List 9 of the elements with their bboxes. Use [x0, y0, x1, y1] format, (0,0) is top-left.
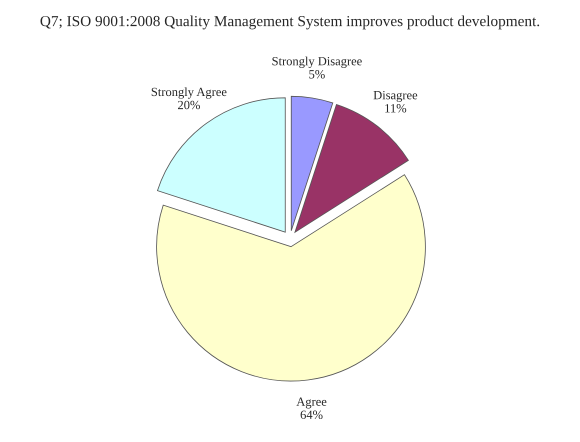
data-label: 5%	[309, 70, 325, 79]
data-label: 64%	[300, 410, 323, 420]
slice-label: Strongly Agree	[152, 87, 226, 99]
data-label: 20%	[178, 100, 200, 110]
data-label: 11%	[385, 104, 406, 112]
slice-label: Disagree	[374, 90, 418, 102]
chart-title: Q7; ISO 9001:2008 Quality Management System improves product development.	[40, 15, 540, 30]
slice-label: Agree	[296, 398, 326, 408]
slice-label: Strongly Disagree	[272, 56, 362, 68]
